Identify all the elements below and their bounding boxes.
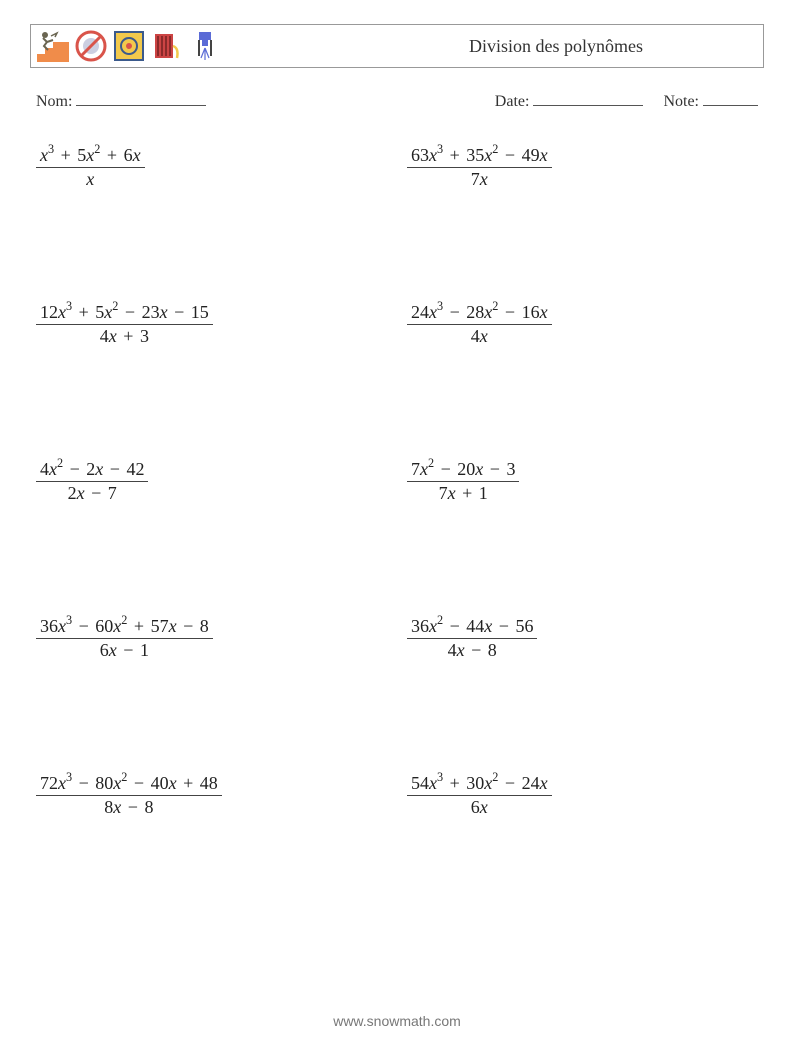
running-stairs-icon [37, 30, 69, 62]
footer: www.snowmath.com [0, 1013, 794, 1029]
problems-grid: x3 + 5x2 + 6xx 63x3 + 35x2 − 49x7x 12x3 + … [30, 143, 764, 818]
denominator: 6x − 1 [96, 639, 153, 661]
problem: 36x3 − 60x2 + 57x − 86x − 1 [36, 614, 387, 661]
problem: 36x2 − 44x − 564x − 8 [407, 614, 758, 661]
fraction: 4x2 − 2x − 422x − 7 [36, 457, 148, 504]
problem: 4x2 − 2x − 422x − 7 [36, 457, 387, 504]
numerator: 54x3 + 30x2 − 24x [407, 771, 552, 796]
numerator: x3 + 5x2 + 6x [36, 143, 145, 168]
numerator: 36x2 − 44x − 56 [407, 614, 537, 639]
problem: x3 + 5x2 + 6xx [36, 143, 387, 190]
denominator: 6x [467, 796, 492, 818]
fraction: 24x3 − 28x2 − 16x4x [407, 300, 552, 347]
info-row: Nom: Date: Note: [30, 90, 764, 111]
prohibition-icon [75, 30, 107, 62]
worksheet-title: Division des polynômes [469, 36, 643, 57]
numerator: 4x2 − 2x − 42 [36, 457, 148, 482]
denominator: 2x − 7 [64, 482, 121, 504]
footer-text: www.snowmath.com [333, 1013, 461, 1029]
numerator: 36x3 − 60x2 + 57x − 8 [36, 614, 213, 639]
numerator: 72x3 − 80x2 − 40x + 48 [36, 771, 222, 796]
date-label: Date: [495, 93, 530, 111]
fraction: 12x3 + 5x2 − 23x − 154x + 3 [36, 300, 213, 347]
fraction: x3 + 5x2 + 6xx [36, 143, 145, 190]
fraction: 36x3 − 60x2 + 57x − 86x − 1 [36, 614, 213, 661]
problem: 63x3 + 35x2 − 49x7x [407, 143, 758, 190]
worksheet-page: Division des polynômes Nom: Date: Note: … [0, 0, 794, 818]
denominator: 8x − 8 [100, 796, 157, 818]
numerator: 63x3 + 35x2 − 49x [407, 143, 552, 168]
problem: 54x3 + 30x2 − 24x6x [407, 771, 758, 818]
fraction: 63x3 + 35x2 − 49x7x [407, 143, 552, 190]
numerator: 7x2 − 20x − 3 [407, 457, 519, 482]
fraction: 36x2 − 44x − 564x − 8 [407, 614, 537, 661]
vault-icon [113, 30, 145, 62]
denominator: 4x − 8 [444, 639, 501, 661]
fraction: 72x3 − 80x2 − 40x + 488x − 8 [36, 771, 222, 818]
name-blank [76, 90, 206, 106]
numerator: 12x3 + 5x2 − 23x − 15 [36, 300, 213, 325]
problem: 12x3 + 5x2 − 23x − 154x + 3 [36, 300, 387, 347]
problem: 7x2 − 20x − 37x + 1 [407, 457, 758, 504]
problem: 24x3 − 28x2 − 16x4x [407, 300, 758, 347]
name-label: Nom: [36, 93, 72, 111]
hose-reel-icon [151, 30, 183, 62]
denominator: 7x [467, 168, 492, 190]
denominator: 7x + 1 [435, 482, 492, 504]
note-blank [703, 90, 758, 106]
denominator: x [82, 168, 98, 190]
note-label: Note: [663, 93, 699, 111]
header-box: Division des polynômes [30, 24, 764, 68]
date-blank [533, 90, 643, 106]
problem: 72x3 − 80x2 − 40x + 488x − 8 [36, 771, 387, 818]
header-icons [37, 30, 221, 62]
numerator: 24x3 − 28x2 − 16x [407, 300, 552, 325]
sprinkler-icon [189, 30, 221, 62]
date-note-fields: Date: Note: [495, 90, 758, 111]
denominator: 4x + 3 [96, 325, 153, 347]
denominator: 4x [467, 325, 492, 347]
fraction: 7x2 − 20x − 37x + 1 [407, 457, 519, 504]
fraction: 54x3 + 30x2 − 24x6x [407, 771, 552, 818]
name-field: Nom: [36, 90, 206, 111]
